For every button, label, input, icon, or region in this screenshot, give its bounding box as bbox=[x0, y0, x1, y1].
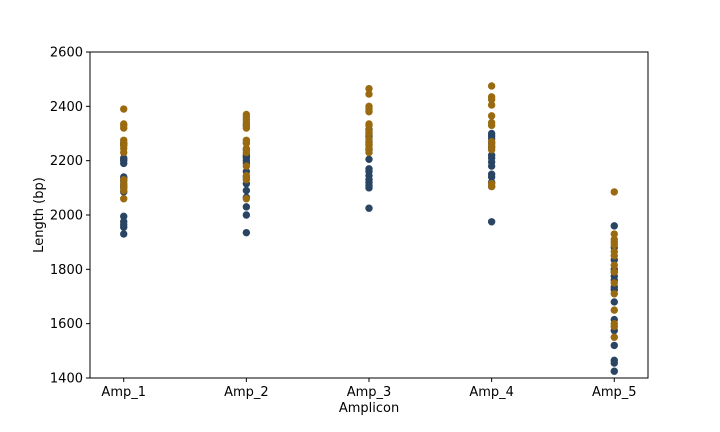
data-point bbox=[365, 155, 373, 164]
data-point bbox=[610, 261, 618, 269]
data-point bbox=[365, 204, 373, 212]
data-point bbox=[487, 180, 496, 188]
data-point bbox=[365, 120, 373, 128]
data-point bbox=[610, 306, 618, 314]
data-point bbox=[487, 151, 496, 159]
data-point bbox=[610, 235, 618, 244]
data-point bbox=[610, 290, 618, 298]
data-point bbox=[242, 144, 251, 153]
data-point bbox=[487, 218, 496, 226]
data-point bbox=[610, 298, 618, 306]
y-axis-label: Length (bp) bbox=[32, 177, 47, 253]
y-tick-label: 2600 bbox=[50, 46, 83, 61]
data-point bbox=[120, 218, 128, 226]
data-point bbox=[610, 247, 618, 256]
x-tick-label: Amp_3 bbox=[347, 385, 392, 400]
data-point bbox=[120, 230, 128, 238]
data-point bbox=[610, 222, 618, 230]
data-point bbox=[365, 84, 373, 93]
data-point bbox=[487, 82, 496, 90]
data-point bbox=[242, 162, 251, 170]
data-point bbox=[242, 203, 251, 211]
data-point bbox=[242, 110, 251, 119]
data-point bbox=[487, 112, 496, 120]
data-point bbox=[610, 279, 618, 287]
data-point bbox=[610, 319, 618, 328]
data-point bbox=[365, 90, 373, 98]
data-point bbox=[365, 135, 373, 143]
y-tick-label: 1800 bbox=[50, 263, 83, 278]
x-tick-label: Amp_5 bbox=[592, 385, 637, 400]
ticks-layer: Amp_1 Amp_2 Amp_3 Amp_4 Amp_5 1400 1600 1800 200… bbox=[50, 46, 637, 401]
data-point bbox=[242, 211, 251, 219]
data-point bbox=[120, 120, 128, 128]
data-point bbox=[120, 175, 128, 184]
data-point bbox=[487, 93, 496, 101]
data-point bbox=[610, 188, 618, 196]
data-point bbox=[610, 356, 618, 365]
series-2 bbox=[120, 82, 618, 341]
y-tick-label: 2000 bbox=[50, 209, 83, 224]
data-point bbox=[242, 195, 251, 203]
data-point bbox=[120, 136, 128, 144]
data-point bbox=[242, 171, 251, 180]
data-point bbox=[487, 170, 496, 178]
y-tick-label: 2200 bbox=[50, 154, 83, 169]
data-point bbox=[487, 118, 496, 127]
data-point bbox=[487, 101, 496, 109]
data-point bbox=[365, 102, 373, 111]
data-point bbox=[120, 105, 128, 113]
x-axis-label: Amplicon bbox=[339, 401, 399, 416]
data-point bbox=[487, 129, 496, 138]
points-layer bbox=[120, 82, 618, 375]
data-point bbox=[242, 228, 251, 237]
data-point bbox=[120, 195, 128, 203]
data-point bbox=[242, 136, 251, 144]
data-point bbox=[487, 137, 496, 146]
y-tick-label: 2400 bbox=[50, 100, 83, 115]
data-point bbox=[610, 333, 618, 341]
data-point bbox=[610, 230, 618, 238]
data-point bbox=[610, 341, 618, 350]
data-point bbox=[365, 165, 373, 173]
data-point bbox=[365, 127, 373, 135]
data-point bbox=[242, 186, 251, 195]
x-tick-label: Amp_2 bbox=[224, 385, 269, 400]
y-tick-label: 1400 bbox=[50, 372, 83, 387]
data-point bbox=[610, 268, 618, 276]
x-tick-label: Amp_4 bbox=[469, 385, 514, 400]
data-point bbox=[120, 154, 128, 162]
data-point bbox=[610, 367, 618, 375]
y-tick-label: 1600 bbox=[50, 317, 83, 332]
data-point bbox=[120, 212, 128, 221]
x-tick-label: Amp_1 bbox=[101, 385, 146, 400]
